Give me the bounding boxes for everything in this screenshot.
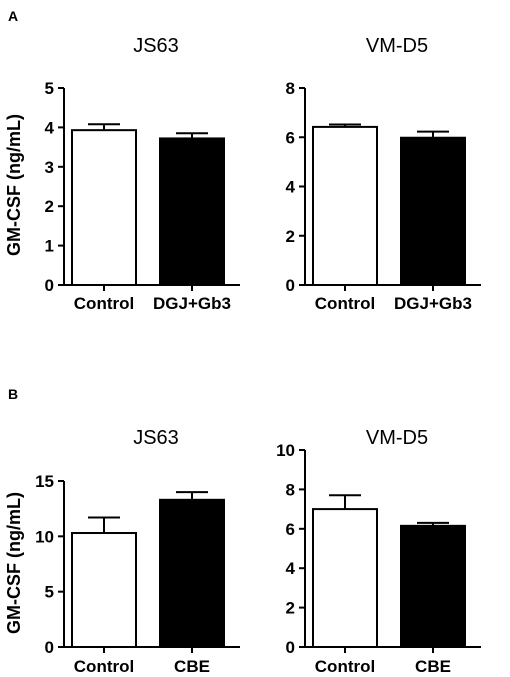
y-tick-label: 1 — [45, 237, 54, 256]
x-tick-label: CBE — [415, 657, 451, 676]
bar-treatment — [159, 137, 225, 286]
bar-control — [312, 508, 378, 648]
y-tick-label: 6 — [286, 520, 295, 539]
panel-letter-b: B — [8, 386, 18, 402]
chart-a-vmd5: VM-D5 0 2 4 6 8 Control DGJ+Gb3 — [286, 35, 481, 313]
chart-title: JS63 — [133, 427, 179, 449]
x-tick-label: Control — [315, 294, 375, 313]
x-tick-label: DGJ+Gb3 — [153, 294, 231, 313]
y-tick-label: 0 — [286, 638, 295, 657]
y-tick-label: 5 — [45, 583, 54, 602]
chart-title: VM-D5 — [366, 427, 428, 449]
bar-control — [312, 125, 378, 286]
y-axis-label-b: GM-CSF (ng/mL) — [4, 492, 24, 634]
bar-treatment — [400, 524, 466, 648]
y-tick-label: 5 — [45, 79, 54, 98]
bar-treatment — [400, 136, 466, 286]
y-tick-label: 3 — [45, 158, 54, 177]
y-tick-label: 2 — [286, 227, 295, 246]
y-tick-label: 10 — [276, 441, 295, 460]
chart-a-js63: JS63 0 1 2 3 4 5 Control DGJ+Gb3 — [45, 35, 240, 313]
y-tick-label: 8 — [286, 480, 295, 499]
y-tick-label: 4 — [286, 559, 296, 578]
y-tick-label: 10 — [35, 527, 54, 546]
y-tick-label: 4 — [286, 178, 296, 197]
y-tick-label: 2 — [45, 197, 54, 216]
y-tick-label: 0 — [286, 276, 295, 295]
x-tick-label: Control — [74, 294, 134, 313]
y-tick-label: 8 — [286, 79, 295, 98]
x-tick-label: DGJ+Gb3 — [394, 294, 472, 313]
x-tick-label: Control — [74, 657, 134, 676]
x-tick-label: Control — [315, 657, 375, 676]
chart-b-js63: JS63 0 5 10 15 Control CBE — [35, 427, 240, 676]
bar-control — [71, 532, 137, 648]
y-tick-label: 6 — [286, 128, 295, 147]
y-tick-label: 15 — [35, 472, 54, 491]
y-axis-label-a: GM-CSF (ng/mL) — [4, 114, 24, 256]
y-tick-label: 0 — [45, 638, 54, 657]
chart-title: VM-D5 — [366, 35, 428, 57]
chart-b-vmd5: VM-D5 0 2 4 6 8 10 Control CBE — [276, 427, 481, 676]
y-tick-label: 2 — [286, 599, 295, 618]
bar-control — [71, 129, 137, 286]
panel-letter-a: A — [8, 8, 18, 24]
bar-treatment — [159, 498, 225, 648]
x-tick-label: CBE — [174, 657, 210, 676]
y-tick-label: 0 — [45, 276, 54, 295]
y-tick-label: 4 — [45, 118, 55, 137]
chart-title: JS63 — [133, 35, 179, 57]
